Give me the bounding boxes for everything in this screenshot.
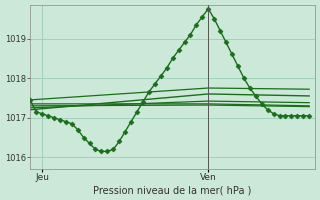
X-axis label: Pression niveau de la mer( hPa ): Pression niveau de la mer( hPa ): [93, 185, 252, 195]
